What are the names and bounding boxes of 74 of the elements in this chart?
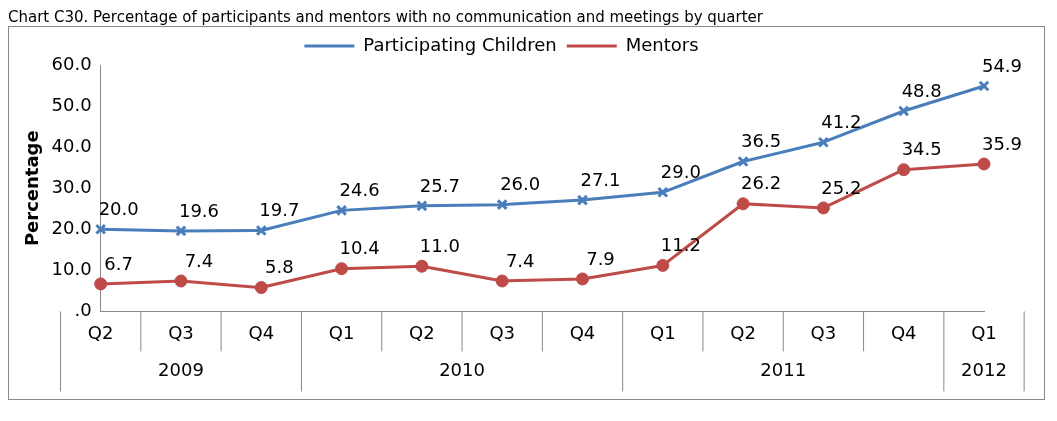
data-label: 29.0: [660, 160, 701, 182]
point: [415, 259, 429, 273]
point: [416, 200, 428, 212]
data-label: 25.2: [821, 176, 862, 198]
x-tick-label: Q3: [168, 321, 194, 343]
point: [496, 198, 508, 211]
data-label: 36.5: [741, 130, 782, 152]
data-label: 35.9: [981, 132, 1023, 154]
data-label: 7.9: [586, 247, 615, 269]
y-axis-title: Percentage: [21, 130, 43, 247]
point: [94, 223, 107, 236]
data-label: 20.0: [98, 197, 139, 219]
text: 2012: [961, 359, 1007, 381]
data-label: 6.7: [104, 252, 133, 274]
x-tick-label: Q2: [409, 321, 435, 343]
point: [575, 272, 589, 286]
data-label: 19.7: [259, 199, 300, 221]
data-label: 19.6: [178, 199, 220, 221]
text: 2011: [760, 359, 807, 381]
data-label: 7.4: [184, 249, 214, 271]
text: 2009: [158, 359, 204, 381]
data-label: 54.9: [981, 54, 1023, 76]
legend-label: Mentors: [625, 33, 699, 55]
data-label: 26.0: [500, 173, 541, 195]
x-tick-label: Q1: [649, 321, 676, 343]
point: [737, 155, 749, 168]
y-tick-label: 10.0: [51, 258, 92, 280]
y-tick-label: 40.0: [51, 134, 92, 156]
x-tick-label: Q4: [569, 321, 596, 343]
x-tick-label: Q1: [971, 321, 997, 343]
y-tick-label: 50.0: [51, 93, 92, 115]
y-tick-label: 30.0: [51, 175, 92, 197]
point: [335, 262, 349, 276]
x-tick-label: Q3: [810, 321, 837, 343]
x-tick-label: Q4: [890, 321, 917, 343]
point: [254, 281, 268, 295]
data-label: 10.4: [339, 237, 380, 259]
text: 2010: [439, 359, 485, 381]
y-tick-label: 20.0: [51, 216, 92, 238]
x-tick-label: Q3: [489, 321, 515, 343]
point: [656, 258, 670, 272]
data-label: 34.5: [901, 138, 942, 160]
point: [94, 277, 108, 291]
data-label: 48.8: [901, 79, 942, 101]
data-label: 5.8: [264, 256, 294, 278]
data-label: 25.7: [419, 174, 460, 196]
x-tick-label: Q2: [730, 321, 756, 343]
point: [977, 157, 991, 171]
data-label: 41.2: [821, 110, 862, 132]
data-label: 11.0: [419, 234, 460, 256]
point: [175, 225, 187, 237]
data-label: 27.1: [580, 168, 621, 190]
point: [335, 204, 348, 217]
legend-label: Participating Children: [363, 33, 557, 55]
point: [495, 274, 509, 288]
point: [897, 163, 911, 177]
point: [174, 274, 188, 288]
point: [736, 197, 750, 211]
x-tick-label: Q1: [328, 321, 355, 343]
point: [657, 186, 669, 199]
point: [816, 201, 830, 215]
point: [576, 194, 589, 206]
data-label: 24.6: [339, 179, 380, 201]
point: [978, 80, 990, 92]
y-tick-label: 60.0: [51, 52, 92, 74]
data-label: 26.2: [741, 172, 782, 194]
chart-title: Chart C30. Percentage of participants and mentors with no communication and meetings by quarter: [8, 8, 764, 26]
x-tick-label: Q4: [248, 321, 275, 343]
x-tick-label: Q2: [87, 321, 114, 343]
point: [897, 105, 910, 117]
point: [255, 224, 268, 237]
y-tick-label: .0: [74, 299, 92, 321]
point: [817, 136, 830, 148]
data-label: 7.4: [505, 249, 535, 271]
